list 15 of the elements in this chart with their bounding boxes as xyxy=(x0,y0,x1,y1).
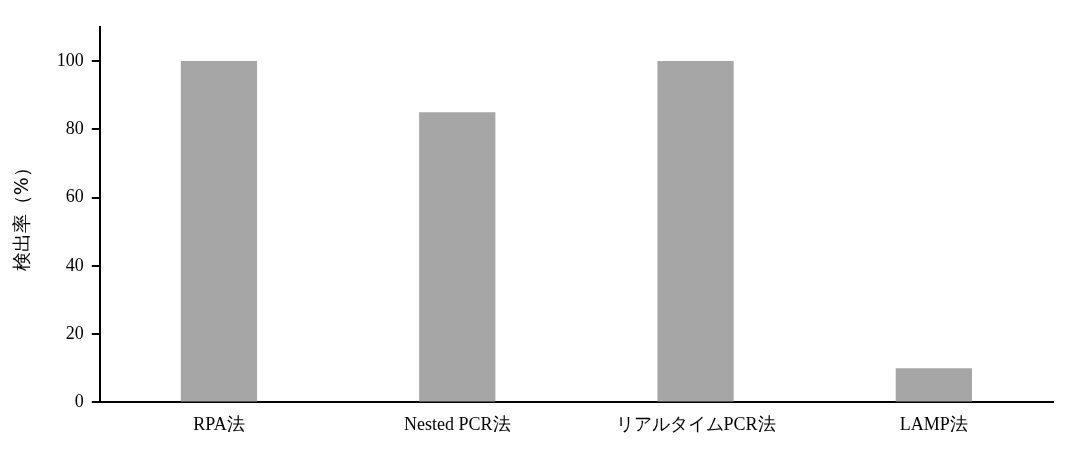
x-tick-label: RPA法 xyxy=(193,413,245,434)
y-tick-label: 100 xyxy=(56,49,84,70)
x-tick-label: リアルタイムPCR法 xyxy=(615,413,776,434)
x-tick-label: Nested PCR法 xyxy=(403,413,511,434)
bar xyxy=(895,368,972,402)
y-tick-label: 80 xyxy=(65,117,84,138)
y-tick-label: 0 xyxy=(74,391,84,412)
bar xyxy=(180,60,258,402)
y-axis-title: 検出率（%） xyxy=(10,158,33,272)
y-tick-label: 20 xyxy=(65,322,84,343)
y-tick-label: 60 xyxy=(65,186,84,207)
bar xyxy=(419,112,496,402)
y-tick-label: 40 xyxy=(65,254,84,275)
bar xyxy=(657,60,734,402)
x-tick-label: LAMP法 xyxy=(899,413,968,434)
